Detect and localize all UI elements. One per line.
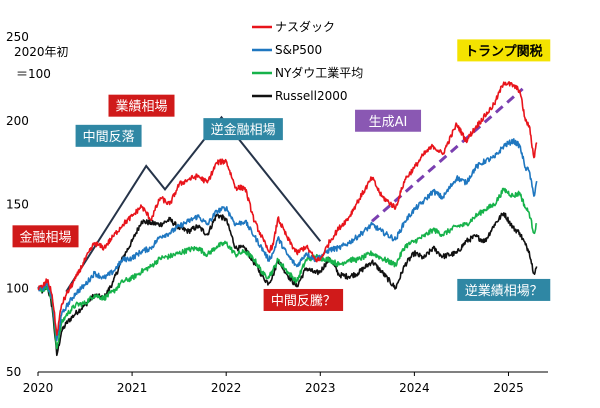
- series-layer: [37, 81, 538, 357]
- x-tick-label-2024: 2024: [399, 381, 430, 395]
- legend: ナスダック S&P500 NYダウ工業平均 Russell2000: [252, 19, 363, 103]
- y-tick-label-100: 100: [6, 281, 29, 295]
- trend-line-2: [371, 87, 524, 223]
- series-line-s-p500: [37, 138, 538, 341]
- y-tick-label-150: 150: [6, 198, 29, 212]
- annotation-label-1: 金融相場: [20, 229, 72, 245]
- legend-label-s-p500: S&P500: [275, 43, 322, 57]
- axes-layer: 50 100 150 200 250 2020 2021 2022 2023 2024 2025: [6, 30, 548, 395]
- legend-label-russell2000: Russell2000: [275, 89, 348, 103]
- legend-label-ny: NYダウ工業平均: [275, 65, 363, 80]
- annotation-box-7: [263, 288, 344, 311]
- annotation-label-5: 生成AI: [369, 115, 408, 130]
- series-line-item-0: [37, 81, 538, 336]
- trend-lines-layer: [65, 87, 524, 293]
- annotation-box-2: [75, 124, 142, 147]
- annotation-label-4: 逆金融相場: [211, 122, 276, 138]
- annotation-box-1: [12, 225, 79, 248]
- annotation-label-6: トランプ関税: [465, 43, 543, 59]
- annotation-box-5: [355, 109, 422, 132]
- base-note-line-2: ＝100: [16, 67, 51, 81]
- y-tick-label-250: 250: [6, 30, 29, 44]
- legend-label-item-0: ナスダック: [275, 19, 335, 34]
- y-tick-label-50: 50: [6, 365, 21, 379]
- annotation-box-4: [203, 118, 283, 141]
- annotation-box-3: [108, 94, 175, 117]
- y-tick-label-200: 200: [6, 114, 29, 128]
- trend-line-1: [65, 115, 322, 293]
- series-line-ny: [37, 187, 538, 350]
- x-tick-label-2023: 2023: [305, 381, 336, 395]
- annotation-label-8: 逆業績相場？: [465, 283, 543, 299]
- annotation-box-6: [457, 39, 551, 62]
- annotation-label-3: 業績相場: [115, 99, 167, 115]
- annotation-label-7: 中間反騰？: [271, 293, 336, 309]
- x-tick-label-2020: 2020: [23, 381, 54, 395]
- x-tick-label-2022: 2022: [211, 381, 242, 395]
- annotation-label-2: 中間反落: [83, 130, 135, 145]
- base-note-line-1: 2020年初: [14, 45, 69, 59]
- annotation-box-8: [457, 278, 551, 301]
- x-tick-label-2025: 2025: [493, 381, 524, 395]
- x-tick-label-2021: 2021: [117, 381, 148, 395]
